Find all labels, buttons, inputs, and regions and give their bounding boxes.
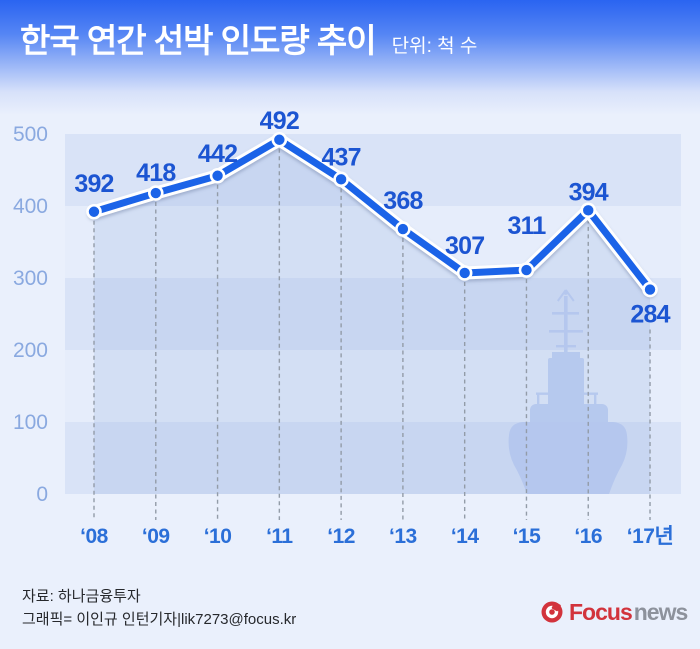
- data-point: [521, 264, 532, 276]
- logo-brand-secondary: news: [633, 598, 689, 625]
- value-label: 307: [445, 232, 484, 260]
- data-point: [459, 267, 470, 279]
- data-series-line: [87, 133, 657, 297]
- x-axis-labels: ‘08 ‘09 ‘10 ‘11 ‘12 ‘13 ‘14 ‘15 ‘16 ‘17년: [80, 525, 674, 548]
- focus-swirl-icon: [541, 601, 563, 623]
- y-axis-label: 200: [13, 339, 48, 362]
- header: 한국 연간 선박 인도량 추이 단위: 척 수: [20, 14, 477, 62]
- value-label: 442: [198, 140, 237, 168]
- area-under-line: [94, 139, 651, 494]
- y-axis-label: 300: [13, 267, 48, 290]
- data-points: [86, 131, 658, 298]
- x-axis-label: ‘08: [80, 525, 109, 548]
- data-point: [583, 205, 594, 216]
- data-point: [88, 206, 100, 217]
- x-axis-label: ‘09: [142, 525, 170, 548]
- line-core: [90, 136, 654, 294]
- value-label: 368: [383, 187, 423, 215]
- x-axis-label: ‘12: [327, 525, 355, 548]
- x-axis-label: ‘16: [574, 525, 602, 548]
- x-axis-label: ‘11: [266, 525, 293, 548]
- y-axis-label: 500: [13, 123, 48, 146]
- value-label: 311: [507, 212, 546, 240]
- x-axis-label: ‘17년: [627, 525, 674, 548]
- unit-label: 단위: 척 수: [391, 36, 478, 57]
- value-label: 492: [260, 107, 299, 135]
- x-axis-label: ‘14: [451, 525, 480, 548]
- drop-lines: [93, 148, 651, 520]
- x-axis-label: ‘10: [204, 525, 232, 548]
- source-text: 자료: 하나금융투자: [22, 588, 141, 605]
- value-label: 437: [321, 143, 360, 171]
- y-axis-labels: 0 100 200 300 400 500: [13, 123, 48, 506]
- focus-news-logo: Focus news: [540, 598, 689, 625]
- x-axis-label: ‘15: [513, 525, 542, 548]
- data-point: [644, 284, 656, 295]
- data-point: [274, 134, 285, 145]
- value-label: 418: [136, 159, 176, 187]
- value-label: 392: [74, 170, 113, 198]
- y-axis-label: 0: [36, 483, 48, 506]
- area-fill: [94, 139, 651, 494]
- value-label: 394: [569, 178, 609, 206]
- data-point: [212, 170, 223, 181]
- y-axis-label: 400: [13, 195, 48, 218]
- credit-text: 그래픽= 이인규 인턴기자|lik7273@focus.kr: [22, 611, 297, 628]
- data-point: [397, 223, 409, 235]
- value-labels: 392 418 442 492 437 368 307 311 394 284: [74, 107, 671, 329]
- value-label: 284: [630, 301, 670, 329]
- data-point: [150, 187, 161, 199]
- data-point: [335, 174, 347, 185]
- page-title: 한국 연간 선박 인도량 추이: [20, 22, 377, 59]
- x-axis-label: ‘13: [389, 525, 417, 548]
- y-axis-label: 100: [13, 411, 48, 434]
- logo-brand-primary: Focus: [569, 598, 633, 625]
